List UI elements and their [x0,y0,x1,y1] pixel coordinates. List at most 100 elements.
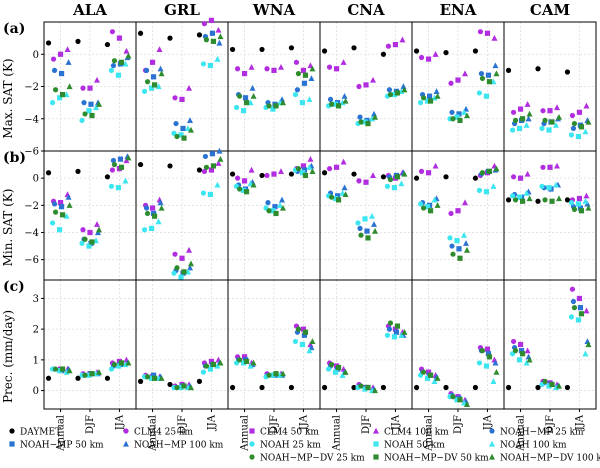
point-noah-50km [546,383,552,389]
point-clm4-25km [540,164,546,170]
point-noah-mp-dv-25km [479,170,486,176]
legend-label: NOAH−MP 50 km [20,441,104,451]
legend-marker [9,428,15,434]
point-noah-50km [516,194,523,200]
legend-marker [489,440,495,447]
point-noah-50km [56,368,63,374]
point-clm4-25km [80,227,86,233]
point-daymet [472,48,479,54]
point-clm4-50km [517,175,524,181]
point-clm4-100km [554,162,560,169]
point-noah-100km [398,332,405,338]
point-noah-mp-dv-100km [372,227,378,234]
point-clm4-25km [569,286,576,292]
point-clm4-25km [448,210,454,217]
point-noah-mp-dv-100km [585,118,592,125]
point-noah-50km [483,93,490,99]
point-clm4-100km [248,63,255,70]
point-daymet [259,384,265,391]
point-noah-mp-dv-100km [125,154,132,161]
point-noah-mp-dv-100km [401,170,408,177]
point-noah-25km [568,132,575,138]
point-noah-mp-50km [393,329,400,335]
x-tick-label: JJA [482,414,493,431]
point-noah-mp-dv-25km [328,361,335,368]
point-daymet [564,69,571,75]
point-daymet [472,384,479,391]
point-daymet [443,174,449,180]
legend-marker [249,428,255,434]
point-noah-mp-dv-50km [578,311,585,317]
legend-label: DAYMET [20,428,61,438]
point-noah-mp-100km [492,359,499,366]
point-clm4-50km [116,35,123,41]
legend-label: CLM4 100 km [384,428,449,438]
point-noah-mp-100km [584,338,591,345]
point-noah-25km [325,366,332,372]
point-noah-100km [461,109,467,115]
point-noah-mp-dv-50km [578,124,585,130]
y-tick-label: 0 [33,50,39,61]
y-tick-label: −6 [24,147,39,158]
legend-marker [489,428,495,434]
point-noah-mp-dv-50km [335,103,342,109]
point-noah-50km [56,95,63,101]
point-noah-mp-50km [577,305,584,311]
point-noah-50km [546,127,552,133]
point-noah-mp-50km [272,204,278,210]
y-tick-label: −2 [24,201,39,212]
legend-label: NOAH 25 km [260,441,321,451]
point-clm4-100km [123,47,130,54]
point-noah-50km [115,363,122,369]
point-noah-mp-dv-100km [401,329,408,335]
point-noah-100km [398,180,405,187]
point-noah-100km [369,115,375,122]
point-clm4-25km [418,54,425,61]
point-clm4-50km [333,164,340,170]
point-noah-mp-dv-100km [464,112,470,119]
point-noah-mp-50km [180,125,186,132]
point-noah-mp-dv-50km [59,366,66,372]
point-clm4-50km [149,59,156,65]
point-noah-mp-dv-100km [585,204,592,211]
point-noah-50km [332,195,339,202]
point-noah-mp-50km [577,205,584,211]
point-noah-mp-dv-100km [217,33,224,40]
point-daymet [196,378,203,384]
point-noah-mp-dv-100km [280,204,286,211]
point-noah-mp-dv-25km [420,205,427,211]
point-clm4-50km [300,163,307,169]
point-noah-50km [148,85,155,91]
legend-label: NOAH−MP−DV 25 km [260,454,365,464]
point-noah-100km [582,128,589,135]
point-clm4-50km [576,195,583,202]
point-noah-25km [568,314,575,320]
point-clm4-100km [94,221,100,227]
point-noah-mp-dv-100km [556,382,562,389]
point-noah-mp-dv-100km [217,359,224,366]
point-noah-mp-50km [150,372,157,378]
point-noah-mp-100km [492,62,499,69]
point-clm4-25km [109,29,116,35]
x-tick-label: JJA [114,414,125,431]
point-noah-25km [292,91,299,98]
point-noah-mp-dv-25km [174,384,180,391]
point-noah-mp-dv-50km [59,212,66,218]
point-noah-mp-50km [301,80,308,86]
legend-label: CLM4 25 km [134,428,193,438]
point-noah-mp-100km [187,264,193,271]
point-clm4-50km [425,56,432,62]
point-noah-100km [185,125,191,132]
point-clm4-25km [234,66,241,72]
point-clm4-25km [80,85,86,91]
point-noah-mp-dv-25km [82,372,88,378]
point-noah-50km [575,133,582,140]
point-noah-mp-dv-25km [358,383,364,389]
point-noah-25km [79,117,85,123]
point-clm4-25km [201,21,208,27]
point-noah-mp-dv-100km [309,168,316,174]
point-noah-mp-dv-25km [512,348,519,354]
point-noah-mp-dv-100km [526,356,533,363]
point-noah-100km [553,181,559,188]
point-noah-mp-dv-25km [420,95,427,101]
